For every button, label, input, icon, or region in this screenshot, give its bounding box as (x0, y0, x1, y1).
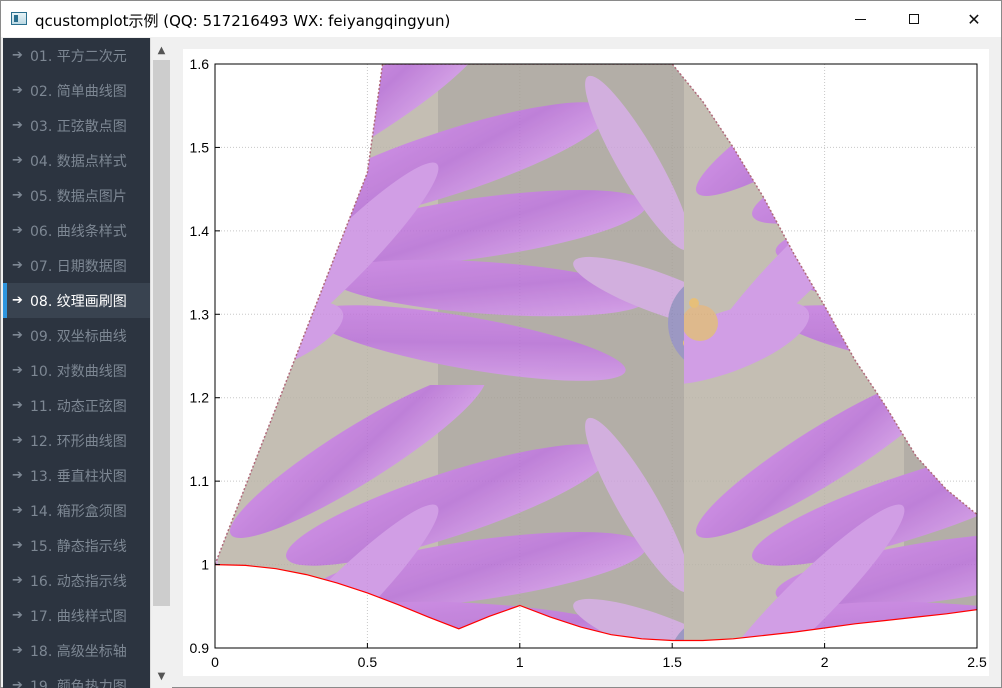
plot-area: 0 0.5 1 1.5 2 2.5 0.9 1 1.1 1.2 1.3 1.4 1.5 1.6 (172, 38, 1001, 687)
sidebar-item-label: 07. 日期数据图 (30, 258, 127, 275)
sidebar-item[interactable]: ➔ 01. 平方二次元 (3, 38, 150, 73)
arrow-right-icon: ➔ (12, 643, 23, 658)
x-tick-label: 1.5 (662, 654, 682, 670)
sidebar-item[interactable]: ➔ 17. 曲线样式图 (3, 598, 150, 633)
arrow-right-icon: ➔ (12, 468, 23, 483)
sidebar-item-label: 14. 箱形盒须图 (30, 503, 127, 520)
sidebar-item[interactable]: ➔ 08. 纹理画刷图 (3, 283, 150, 318)
sidebar-item-label: 19. 颜色热力图 (30, 678, 127, 688)
sidebar-item-label: 02. 简单曲线图 (30, 83, 127, 100)
arrow-right-icon: ➔ (12, 223, 23, 238)
textured-fill-area (215, 64, 977, 641)
sidebar-item[interactable]: ➔ 15. 静态指示线 (3, 528, 150, 563)
x-tick-label: 1 (516, 654, 524, 670)
arrow-right-icon: ➔ (12, 363, 23, 378)
sidebar-item-label: 12. 环形曲线图 (30, 433, 127, 450)
sidebar-item[interactable]: ➔ 19. 颜色热力图 (3, 668, 150, 688)
arrow-right-icon: ➔ (12, 328, 23, 343)
sidebar-item[interactable]: ➔ 12. 环形曲线图 (3, 423, 150, 458)
window-title: qcustomplot示例 (QQ: 517216493 WX: feiyang… (35, 12, 451, 30)
y-tick-label: 1.2 (190, 390, 210, 406)
plot-frame (214, 63, 978, 649)
close-icon: ✕ (967, 9, 981, 29)
arrow-right-icon: ➔ (12, 48, 23, 63)
chart-panel[interactable]: 0 0.5 1 1.5 2 2.5 0.9 1 1.1 1.2 1.3 1.4 1.5 1.6 (183, 49, 989, 676)
scroll-down-button[interactable]: ▼ (151, 666, 172, 686)
x-tick-label: 2.5 (967, 654, 987, 670)
maximize-icon (909, 14, 919, 24)
minimize-button[interactable] (837, 1, 883, 37)
y-tick-label: 1.6 (190, 56, 210, 72)
sidebar-scrollbar[interactable]: ▲ ▼ (150, 38, 172, 688)
arrow-right-icon: ➔ (12, 258, 23, 273)
y-tick-label: 1 (201, 557, 209, 573)
sidebar-item-label: 01. 平方二次元 (30, 48, 127, 65)
arrow-right-icon: ➔ (12, 678, 23, 688)
arrow-right-icon: ➔ (12, 538, 23, 553)
sidebar-item-label: 18. 高级坐标轴 (30, 643, 127, 660)
sidebar-item[interactable]: ➔ 03. 正弦散点图 (3, 108, 150, 143)
x-tick-label: 2 (821, 654, 829, 670)
app-icon (11, 12, 27, 25)
x-tick-label: 0.5 (358, 654, 378, 670)
texture-brush-chart[interactable]: 0 0.5 1 1.5 2 2.5 0.9 1 1.1 1.2 1.3 1.4 1.5 1.6 (183, 49, 989, 676)
chevron-up-icon: ▲ (157, 44, 166, 56)
y-tick-label: 1.5 (190, 139, 210, 155)
sidebar-item[interactable]: ➔ 04. 数据点样式 (3, 143, 150, 178)
x-tick-label: 0 (211, 654, 219, 670)
sidebar-nav: ➔ 01. 平方二次元 ➔ 02. 简单曲线图 ➔ 03. 正弦散点图 ➔ 04. 数据点样式… (3, 38, 150, 688)
y-tick-label: 0.9 (190, 640, 210, 656)
y-tick-label: 1.3 (190, 306, 210, 322)
maximize-button[interactable] (891, 1, 937, 37)
y-tick-label: 1.4 (190, 223, 210, 239)
sidebar-item[interactable]: ➔ 09. 双坐标曲线 (3, 318, 150, 353)
title-bar[interactable]: qcustomplot示例 (QQ: 517216493 WX: feiyang… (1, 1, 1001, 37)
arrow-right-icon: ➔ (12, 503, 23, 518)
chevron-down-icon: ▼ (157, 670, 166, 682)
arrow-right-icon: ➔ (12, 573, 23, 588)
sidebar-item[interactable]: ➔ 14. 箱形盒须图 (3, 493, 150, 528)
sidebar-item-label: 08. 纹理画刷图 (30, 293, 127, 310)
arrow-right-icon: ➔ (12, 608, 23, 623)
x-axis: 0 0.5 1 1.5 2 2.5 (211, 643, 987, 670)
sidebar-item[interactable]: ➔ 13. 垂直柱状图 (3, 458, 150, 493)
sidebar-item-label: 06. 曲线条样式 (30, 223, 127, 240)
arrow-right-icon: ➔ (12, 188, 23, 203)
arrow-right-icon: ➔ (12, 153, 23, 168)
y-axis: 0.9 1 1.1 1.2 1.3 1.4 1.5 1.6 (190, 56, 220, 656)
y-tick-label: 1.1 (190, 473, 210, 489)
close-button[interactable]: ✕ (951, 1, 997, 37)
arrow-right-icon: ➔ (12, 83, 23, 98)
scroll-up-button[interactable]: ▲ (151, 40, 172, 60)
sidebar-item-label: 16. 动态指示线 (30, 573, 127, 590)
sidebar-item-label: 11. 动态正弦图 (30, 398, 127, 415)
sidebar-item-label: 17. 曲线样式图 (30, 608, 127, 625)
minimize-icon (854, 18, 866, 20)
sidebar-item[interactable]: ➔ 18. 高级坐标轴 (3, 633, 150, 668)
sidebar-item[interactable]: ➔ 06. 曲线条样式 (3, 213, 150, 248)
sidebar-item-label: 10. 对数曲线图 (30, 363, 127, 380)
sidebar-item[interactable]: ➔ 10. 对数曲线图 (3, 353, 150, 388)
sidebar-item-label: 15. 静态指示线 (30, 538, 127, 555)
arrow-right-icon: ➔ (12, 398, 23, 413)
sidebar-item[interactable]: ➔ 11. 动态正弦图 (3, 388, 150, 423)
series-lower-curve (215, 564, 977, 642)
sidebar-item[interactable]: ➔ 05. 数据点图片 (3, 178, 150, 213)
sidebar-item[interactable]: ➔ 16. 动态指示线 (3, 563, 150, 598)
sidebar-item-label: 04. 数据点样式 (30, 153, 127, 170)
sidebar-item-label: 03. 正弦散点图 (30, 118, 127, 135)
sidebar-item-label: 13. 垂直柱状图 (30, 468, 127, 485)
arrow-right-icon: ➔ (12, 433, 23, 448)
arrow-right-icon: ➔ (12, 118, 23, 133)
sidebar-item-label: 05. 数据点图片 (30, 188, 127, 205)
sidebar-item[interactable]: ➔ 02. 简单曲线图 (3, 73, 150, 108)
sidebar-item-label: 09. 双坐标曲线 (30, 328, 127, 345)
arrow-right-icon: ➔ (12, 293, 23, 308)
scroll-thumb[interactable] (153, 60, 170, 606)
sidebar-item[interactable]: ➔ 07. 日期数据图 (3, 248, 150, 283)
